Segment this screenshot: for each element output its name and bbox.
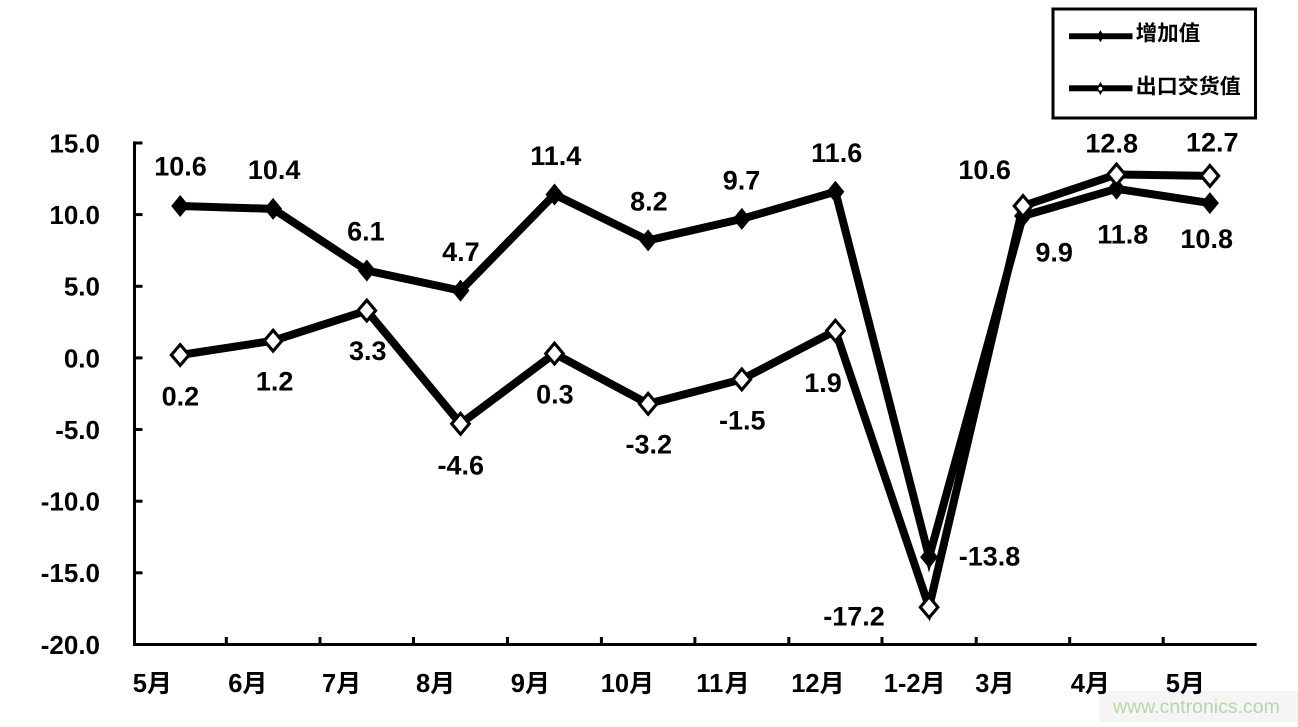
svg-text:0.2: 0.2 xyxy=(162,381,200,411)
svg-text:0.0: 0.0 xyxy=(64,343,100,373)
svg-text:9.7: 9.7 xyxy=(723,165,761,195)
svg-text:11.6: 11.6 xyxy=(811,138,862,168)
svg-text:-17.2: -17.2 xyxy=(823,602,885,632)
svg-text:7: 7 xyxy=(322,670,336,698)
svg-text:0.3: 0.3 xyxy=(536,380,574,410)
svg-text:-4.6: -4.6 xyxy=(438,450,485,480)
svg-text:15.0: 15.0 xyxy=(49,128,100,158)
svg-text:-15.0: -15.0 xyxy=(41,558,100,588)
svg-text:10.0: 10.0 xyxy=(49,200,100,230)
svg-text:11.8: 11.8 xyxy=(1097,219,1148,249)
svg-text:11.4: 11.4 xyxy=(530,141,581,171)
svg-text:-5.0: -5.0 xyxy=(55,415,100,445)
svg-text:-1.5: -1.5 xyxy=(719,406,766,436)
svg-text:1-2: 1-2 xyxy=(884,670,921,698)
svg-text:3.3: 3.3 xyxy=(349,336,387,366)
svg-text:8.2: 8.2 xyxy=(630,186,668,216)
svg-text:10.4: 10.4 xyxy=(248,155,301,185)
svg-text:10: 10 xyxy=(601,670,629,698)
svg-text:6.1: 6.1 xyxy=(347,217,385,247)
svg-text:www.cntronics.com: www.cntronics.com xyxy=(1112,696,1280,718)
svg-text:12.8: 12.8 xyxy=(1085,129,1138,159)
svg-text:10.6: 10.6 xyxy=(154,152,207,182)
svg-text:6: 6 xyxy=(228,670,242,698)
svg-text:8: 8 xyxy=(416,670,430,698)
svg-text:1.2: 1.2 xyxy=(256,366,294,396)
svg-text:10.6: 10.6 xyxy=(958,155,1011,185)
svg-text:5.0: 5.0 xyxy=(64,272,100,302)
svg-text:-10.0: -10.0 xyxy=(41,487,100,517)
svg-text:9: 9 xyxy=(511,670,525,698)
svg-text:12: 12 xyxy=(791,670,819,698)
svg-text:5: 5 xyxy=(1166,670,1180,698)
svg-text:12.7: 12.7 xyxy=(1186,128,1239,158)
svg-text:9.9: 9.9 xyxy=(1035,237,1073,267)
svg-text:-3.2: -3.2 xyxy=(626,429,673,459)
svg-text:1.9: 1.9 xyxy=(804,368,842,398)
svg-text:4.7: 4.7 xyxy=(442,237,480,267)
svg-text:5: 5 xyxy=(133,670,147,698)
svg-text:10.8: 10.8 xyxy=(1180,224,1233,254)
svg-text:3: 3 xyxy=(975,670,989,698)
svg-text:11: 11 xyxy=(696,670,723,698)
svg-text:-20.0: -20.0 xyxy=(41,630,100,660)
svg-text:4: 4 xyxy=(1071,670,1086,698)
svg-text:-13.8: -13.8 xyxy=(959,542,1021,572)
